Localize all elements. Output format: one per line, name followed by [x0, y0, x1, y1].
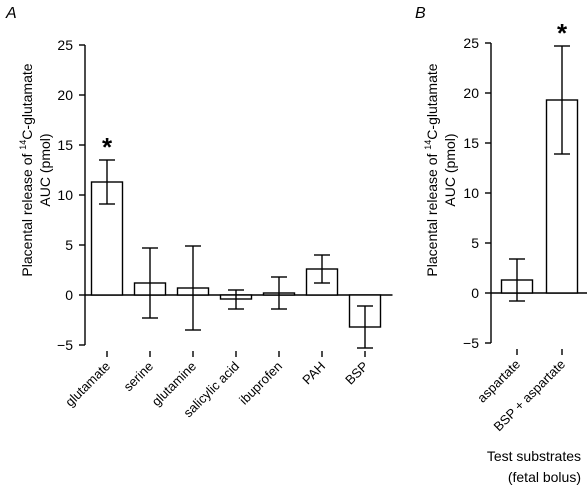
x-axis-title-line1: Test substrates [487, 448, 581, 464]
b-significance-marker: * [557, 18, 568, 48]
panel-b-ylabel-line2: AUC (pmol) [442, 133, 458, 206]
b-y-tick-label: 0 [471, 285, 479, 301]
a-y-tick-label: 5 [65, 237, 73, 253]
b-y-tick-label: −5 [463, 335, 479, 351]
panel-a-ylabel: Placental release of 14C-glutamate [18, 63, 35, 276]
a-x-tick-label: glutamate [62, 359, 113, 410]
a-y-tick-label: 25 [57, 37, 73, 53]
panel-b-ylabel: Placental release of 14C-glutamate [423, 63, 440, 276]
a-y-tick-label: −5 [57, 337, 73, 353]
a-x-tick-label: BSP [342, 359, 371, 388]
a-x-tick-label: PAH [299, 359, 328, 388]
panel-a-ylabel-line2: AUC (pmol) [37, 133, 53, 206]
panel-b-label: B [415, 5, 426, 22]
a-significance-marker: * [102, 132, 113, 162]
a-y-tick-label: 15 [57, 137, 73, 153]
x-axis-title-line2: (fetal bolus) [508, 469, 581, 485]
panel-a-label: A [5, 5, 17, 22]
b-y-tick-label: 25 [463, 35, 479, 51]
a-x-tick-label: serine [120, 359, 156, 395]
b-y-tick-label: 10 [463, 185, 479, 201]
a-x-tick-label: ibuprofen [236, 359, 285, 408]
a-y-tick-label: 20 [57, 87, 73, 103]
a-y-tick-label: 0 [65, 287, 73, 303]
b-y-tick-label: 20 [463, 85, 479, 101]
b-y-tick-label: 5 [471, 235, 479, 251]
a-y-tick-label: 10 [57, 187, 73, 203]
b-y-tick-label: 15 [463, 135, 479, 151]
